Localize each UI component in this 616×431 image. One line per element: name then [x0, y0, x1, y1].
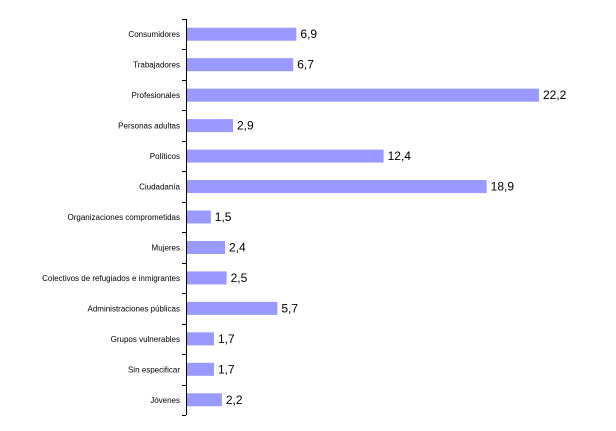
bar — [187, 119, 233, 133]
value-label: 1,7 — [218, 332, 235, 346]
value-label: 2,2 — [226, 393, 243, 407]
value-label: 5,7 — [281, 301, 298, 315]
value-label: 2,5 — [231, 271, 248, 285]
value-label: 1,5 — [215, 210, 232, 224]
category-label: Administraciones públicas — [88, 304, 181, 313]
bar — [187, 332, 214, 346]
bar — [187, 362, 214, 376]
category-label: Mujeres — [152, 243, 180, 252]
bar — [187, 58, 294, 72]
category-label: Profesionales — [132, 91, 180, 100]
value-label: 6,7 — [297, 58, 314, 72]
value-label: 12,4 — [388, 149, 412, 163]
bar — [187, 27, 297, 41]
category-label: Sin especificar — [128, 365, 180, 374]
value-label: 18,9 — [491, 180, 515, 194]
bar — [187, 149, 384, 163]
value-label: 2,9 — [237, 119, 254, 133]
value-label: 1,7 — [218, 362, 235, 376]
category-label: Consumidores — [128, 30, 180, 39]
bars-layer — [187, 27, 539, 407]
category-label: Personas adultas — [118, 122, 180, 131]
axis-layer — [182, 19, 187, 416]
bar — [187, 393, 222, 407]
category-label: Ciudadanía — [139, 183, 180, 192]
bar — [187, 180, 487, 194]
bar — [187, 271, 227, 285]
bar — [187, 210, 211, 224]
category-label: Jóvenes — [150, 396, 180, 405]
bar — [187, 88, 539, 102]
category-label: Organizaciones comprometidas — [68, 213, 181, 222]
category-label: Colectivos de refugiados e inmigrantes — [42, 274, 180, 283]
value-label: 22,2 — [543, 88, 567, 102]
bar — [187, 240, 226, 254]
category-label: Trabajadores — [133, 61, 180, 70]
value-label: 6,9 — [300, 27, 317, 41]
value-label: 2,4 — [229, 240, 246, 254]
bar — [187, 301, 278, 315]
labels-layer: Consumidores 6,9 Trabajadores 6,7 Profesiona… — [42, 27, 567, 407]
category-label: Políticos — [150, 152, 180, 161]
category-label: Grupos vulnerables — [111, 335, 180, 344]
